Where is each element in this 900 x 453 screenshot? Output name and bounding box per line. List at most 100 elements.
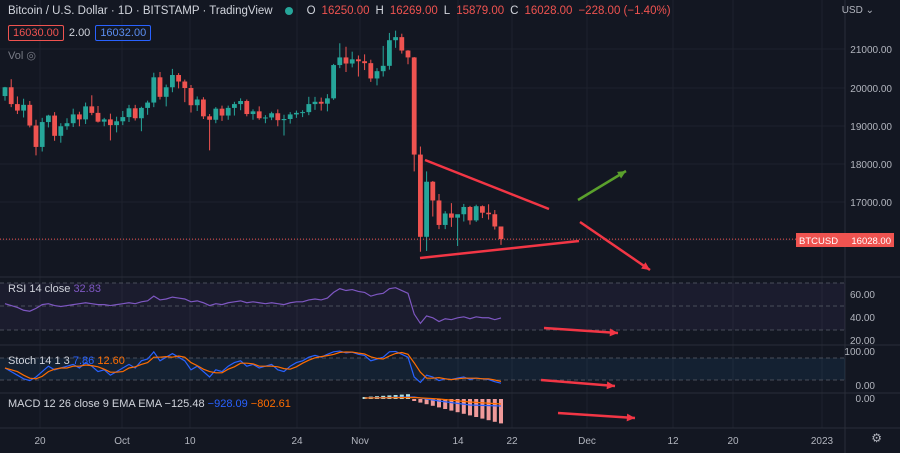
upper-trendline: [424, 158, 550, 211]
candle-body: [436, 200, 442, 225]
sell-price-button[interactable]: 16030.00: [8, 25, 64, 41]
candle-body: [182, 81, 188, 89]
rsi-legend[interactable]: RSI 14 close 32.83: [8, 283, 101, 295]
candle-body: [399, 37, 405, 51]
change-value: −228.00 (−1.40%): [578, 5, 671, 17]
rsi-tick-label: 40.00: [850, 313, 875, 324]
time-tick-label: 12: [667, 436, 679, 447]
candle-body: [58, 126, 64, 136]
rsi-down-arrow-head: [609, 328, 618, 337]
candle-body: [101, 119, 107, 122]
currency-selector[interactable]: USD ⌄: [842, 5, 874, 16]
macd-legend[interactable]: MACD 12 26 close 9 EMA EMA −125.48 −928.…: [8, 398, 291, 410]
candle-body: [256, 111, 262, 119]
candle-body: [374, 71, 380, 79]
candle-body: [52, 115, 57, 136]
macd-hist-bar: [480, 399, 485, 419]
candle-body: [27, 104, 33, 126]
bid-ask-row: 16030.00 2.00 16032.00: [8, 25, 152, 41]
rsi-label: RSI 14 close: [8, 283, 71, 295]
candle-body: [89, 106, 95, 113]
candle-body: [114, 121, 119, 126]
macd-hist-bar: [430, 399, 435, 406]
candle-body: [405, 50, 411, 58]
market-status-icon: [284, 7, 293, 15]
currency-label: USD: [841, 5, 863, 16]
macd-down-arrow-head: [626, 413, 635, 422]
breakout-up-arrow-head: [617, 171, 626, 179]
candle-body: [455, 214, 460, 218]
symbol-title[interactable]: Bitcoin / U.S. Dollar · 1D · BITSTAMP · …: [8, 5, 273, 17]
candle-body: [498, 226, 504, 240]
macd-hist-bar: [449, 399, 454, 411]
stoch-down-arrow: [540, 378, 616, 388]
macd-hist-bar: [418, 399, 423, 403]
price-tick-label: 21000.00: [850, 45, 892, 56]
candle-body: [387, 40, 392, 66]
candle-body: [225, 107, 231, 116]
time-tick-label: 20: [34, 436, 46, 447]
price-tick-label: 18000.00: [850, 160, 892, 171]
macd-line-value: −928.09: [207, 398, 248, 410]
settings-gear-icon[interactable]: ⚙: [871, 431, 882, 445]
candle-body: [157, 77, 163, 97]
candle-body: [70, 114, 76, 124]
chevron-down-icon: ⌄: [865, 5, 874, 16]
stoch-legend[interactable]: Stoch 14 1 3 7.86 12.60: [8, 355, 125, 367]
candle-body: [331, 65, 336, 99]
stoch-tick-label: 0.00: [856, 381, 876, 392]
candle-body: [418, 154, 423, 237]
candle-body: [312, 101, 318, 105]
macd-hist-bar: [486, 399, 491, 421]
candle-body: [213, 108, 219, 120]
macd-label: MACD 12 26 close 9 EMA EMA: [8, 398, 162, 410]
macd-signal-line: [364, 396, 502, 405]
rsi-tick-label: 20.00: [850, 336, 875, 347]
price-tick-label: 19000.00: [850, 122, 892, 133]
candle-body: [449, 213, 454, 218]
spread-value: 2.00: [68, 27, 91, 39]
time-tick-label: 20: [727, 436, 739, 447]
last-price-badge: [796, 233, 894, 247]
candle-body: [126, 108, 132, 118]
candle-body: [207, 116, 212, 120]
candle-body: [461, 206, 467, 215]
stoch-tick-label: 100.00: [844, 347, 875, 358]
macd-hist-bar: [468, 399, 472, 416]
candle-body: [120, 117, 126, 122]
candle-body: [163, 87, 169, 97]
candle-body: [362, 61, 367, 64]
candle-body: [325, 98, 330, 104]
candle-body: [2, 87, 8, 97]
time-tick-label: Nov: [351, 436, 369, 447]
candle-body: [442, 213, 448, 225]
macd-hist-value: −125.48: [164, 398, 205, 410]
eye-hidden-icon[interactable]: ◎: [26, 50, 36, 62]
candle-body: [349, 59, 355, 64]
candle-body: [306, 104, 312, 113]
open-value: 16250.00: [321, 5, 370, 17]
candle-body: [244, 101, 250, 115]
candle-body: [430, 181, 436, 201]
lower-trendline: [419, 239, 580, 260]
candle-body: [46, 115, 51, 123]
candle-body: [467, 206, 473, 221]
volume-legend[interactable]: Vol ◎: [8, 49, 36, 62]
time-tick-label: Dec: [578, 436, 596, 447]
candle-body: [108, 119, 113, 126]
buy-price-button[interactable]: 16032.00: [95, 25, 152, 41]
stoch-d-value: 12.60: [97, 355, 125, 367]
macd-hist-bar: [492, 399, 497, 422]
candle-body: [368, 63, 374, 79]
breakdown-arrow-head: [641, 262, 650, 270]
time-tick-label: 10: [184, 436, 196, 447]
close-label: C: [510, 5, 519, 17]
candle-body: [232, 104, 237, 108]
candle-body: [194, 99, 200, 106]
volume-label: Vol: [8, 50, 24, 62]
candle-body: [393, 37, 398, 41]
low-value: 15879.00: [456, 5, 505, 17]
rsi-line: [4, 287, 502, 325]
candle-body: [343, 57, 349, 64]
